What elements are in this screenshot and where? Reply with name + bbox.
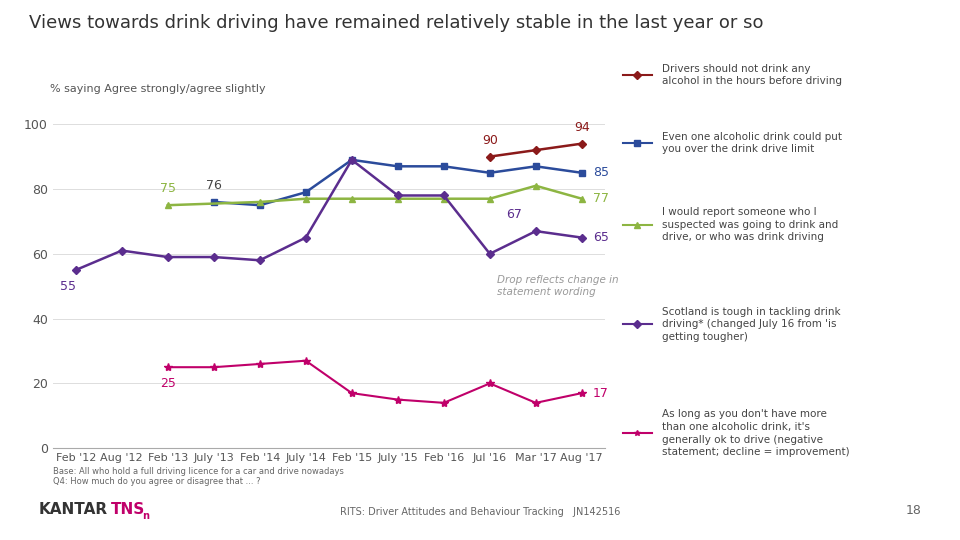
Text: 77: 77 xyxy=(593,192,609,205)
Text: 94: 94 xyxy=(574,121,589,134)
Text: TNS: TNS xyxy=(110,502,145,517)
Text: Drop reflects change in
statement wording: Drop reflects change in statement wordin… xyxy=(496,275,618,297)
Text: 90: 90 xyxy=(482,134,497,147)
Text: Even one alcoholic drink could put: Even one alcoholic drink could put xyxy=(662,132,842,141)
Text: KANTAR: KANTAR xyxy=(38,502,108,517)
Text: 76: 76 xyxy=(205,179,222,192)
Text: 65: 65 xyxy=(593,231,609,244)
Text: getting tougher): getting tougher) xyxy=(662,332,748,342)
Text: drive, or who was drink driving: drive, or who was drink driving xyxy=(662,232,824,242)
Text: generally ok to drive (negative: generally ok to drive (negative xyxy=(662,435,824,444)
Text: As long as you don't have more: As long as you don't have more xyxy=(662,409,828,419)
Text: driving* (changed July 16 from 'is: driving* (changed July 16 from 'is xyxy=(662,320,837,329)
Text: n: n xyxy=(142,510,149,521)
Text: than one alcoholic drink, it's: than one alcoholic drink, it's xyxy=(662,422,810,432)
Text: alcohol in the hours before driving: alcohol in the hours before driving xyxy=(662,76,842,86)
Text: 67: 67 xyxy=(506,208,521,221)
Text: statement; decline = improvement): statement; decline = improvement) xyxy=(662,447,850,457)
Text: Base: All who hold a full driving licence for a car and drive nowadays
Q4: How m: Base: All who hold a full driving licenc… xyxy=(53,467,344,487)
Text: you over the drink drive limit: you over the drink drive limit xyxy=(662,144,814,154)
Text: 85: 85 xyxy=(593,166,609,179)
Text: Drivers should not drink any: Drivers should not drink any xyxy=(662,64,811,73)
Text: Scotland is tough in tackling drink: Scotland is tough in tackling drink xyxy=(662,307,841,317)
Text: % saying Agree strongly/agree slightly: % saying Agree strongly/agree slightly xyxy=(50,84,266,94)
Text: 17: 17 xyxy=(593,387,609,400)
Text: I would report someone who I: I would report someone who I xyxy=(662,207,817,217)
Text: 18: 18 xyxy=(905,504,922,517)
Text: 55: 55 xyxy=(60,280,77,293)
Text: 25: 25 xyxy=(160,377,176,390)
Text: Views towards drink driving have remained relatively stable in the last year or : Views towards drink driving have remaine… xyxy=(29,14,763,31)
Text: suspected was going to drink and: suspected was going to drink and xyxy=(662,220,838,229)
Text: RITS: Driver Attitudes and Behaviour Tracking   JN142516: RITS: Driver Attitudes and Behaviour Tra… xyxy=(340,507,620,517)
Text: 75: 75 xyxy=(159,183,176,195)
